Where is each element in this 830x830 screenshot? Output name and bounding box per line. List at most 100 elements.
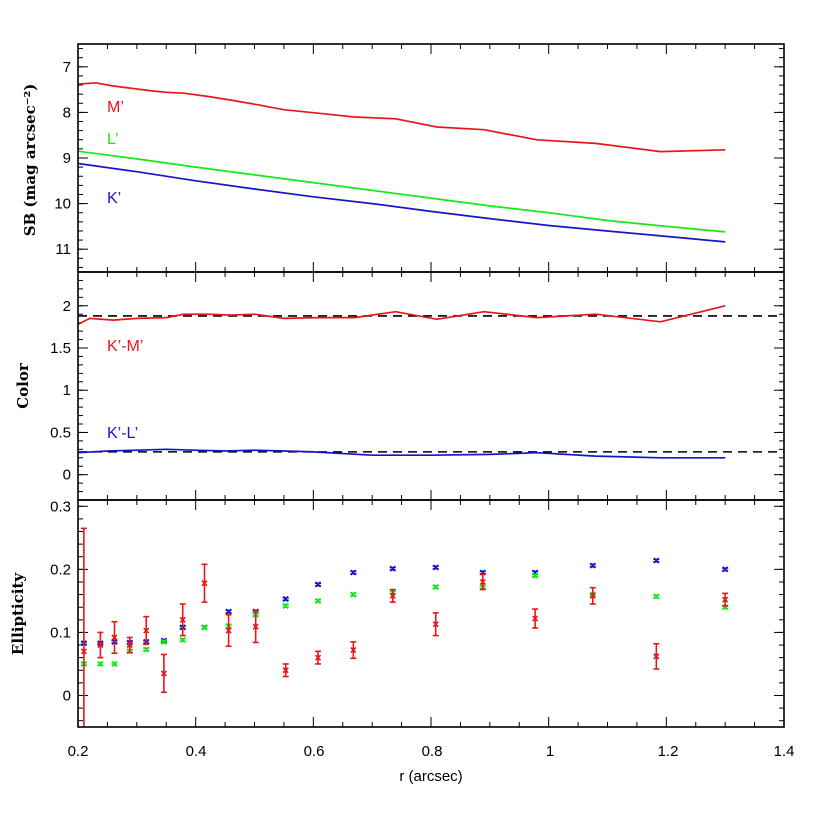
- ellipticity-point: [389, 588, 396, 603]
- ellipticity-point: [225, 608, 232, 615]
- data-point-marker: [143, 646, 150, 653]
- data-point-marker: [432, 583, 439, 591]
- x-tick-label: 1: [546, 743, 554, 760]
- series-line: [78, 81, 726, 153]
- ellipticity-point: [201, 624, 208, 631]
- data-point-marker: [653, 593, 660, 600]
- data-point-marker: [111, 660, 118, 668]
- ellipticity-point: [111, 620, 118, 655]
- panel-frame: [77, 271, 785, 501]
- ellipticity-point: [160, 653, 167, 694]
- data-point-marker: [225, 608, 232, 615]
- data-point-marker: [252, 623, 259, 630]
- data-point-marker: [389, 592, 396, 599]
- data-point-marker: [97, 660, 104, 668]
- data-point-marker: [179, 636, 186, 644]
- series-label-m: M’: [107, 99, 124, 116]
- data-point-marker: [589, 562, 596, 569]
- ellipticity-point: [314, 597, 322, 604]
- data-point-marker: [479, 578, 486, 586]
- data-point-marker: [532, 615, 539, 622]
- data-point-marker: [653, 557, 660, 564]
- ellipticity-point: [143, 615, 150, 646]
- data-point-marker: [532, 572, 539, 579]
- ellipticity-point: [282, 602, 289, 609]
- y-tick-label: 8: [63, 104, 71, 121]
- ellipticity-point: [479, 573, 486, 591]
- series-label-l: L’: [107, 131, 119, 148]
- ellipticity-point: [722, 566, 729, 573]
- ellipticity-point: [350, 569, 357, 576]
- ellipticity-point: [160, 638, 167, 645]
- y-tick-label: 0: [63, 467, 71, 484]
- ellipticity-point: [653, 642, 660, 670]
- series-line: [78, 162, 726, 243]
- series-label-k: K’: [107, 190, 121, 207]
- ellipticity-point: [97, 631, 104, 659]
- y-axis-title-ellipticity: Ellipticity: [9, 572, 27, 655]
- ellipticity-point: [532, 608, 539, 629]
- panel-surface-brightness: 7 8 9 10 11: [54, 43, 785, 273]
- data-point-marker: [225, 627, 232, 634]
- data-point-marker: [282, 595, 289, 603]
- x-tick-label: 0.4: [186, 743, 207, 760]
- ellipticity-point: [432, 564, 439, 571]
- data-point-marker: [282, 602, 289, 609]
- ellipticity-point: [80, 527, 87, 727]
- ellipticity-point: [389, 565, 396, 572]
- series-line: [78, 150, 726, 233]
- ellipticity-point: [179, 636, 186, 644]
- panel-frame: [77, 499, 785, 728]
- data-point-marker: [179, 616, 186, 623]
- ellipticity-point: [97, 660, 104, 668]
- y-axis-title-color: Color: [14, 362, 32, 409]
- data-point-marker: [589, 592, 596, 599]
- ellipticity-point: [350, 641, 357, 660]
- data-point-marker: [126, 641, 133, 649]
- data-point-marker: [201, 624, 208, 631]
- y-tick-label: 10: [54, 196, 71, 213]
- ellipticity-point: [201, 563, 208, 603]
- y-tick-label: 9: [63, 150, 71, 167]
- data-point-marker: [314, 581, 322, 588]
- x-tick-label: 0.6: [304, 743, 325, 760]
- x-tick-label: 1.2: [658, 743, 679, 760]
- data-point-marker: [143, 627, 150, 634]
- y-tick-label: 11: [55, 241, 71, 258]
- ellipticity-point: [225, 613, 232, 648]
- data-point-marker: [111, 634, 118, 641]
- data-point-marker: [653, 653, 660, 660]
- data-point-marker: [314, 654, 322, 661]
- data-point-marker: [314, 597, 322, 604]
- data-layer: [78, 304, 784, 459]
- ellipticity-point: [282, 595, 289, 603]
- ellipticity-point: [589, 562, 596, 569]
- y-tick-label: 7: [63, 59, 71, 76]
- panel-color: 0 0.5 1 1.5 2: [50, 271, 785, 501]
- data-point-marker: [97, 641, 104, 649]
- x-tick-label: 1.4: [774, 743, 795, 760]
- ellipticity-point: [179, 603, 186, 637]
- ellipticity-point: [432, 612, 439, 637]
- ellipticity-point: [722, 592, 729, 607]
- data-point-marker: [432, 621, 439, 628]
- ellipticity-point: [282, 663, 289, 678]
- series-label-k-m: K’-M’: [107, 338, 143, 355]
- ellipticity-point: [432, 583, 439, 591]
- series-line: [78, 448, 726, 459]
- series-line: [78, 304, 726, 326]
- ellipticity-point: [126, 636, 133, 654]
- data-point-marker: [350, 591, 357, 598]
- y-tick-label: 1.5: [50, 340, 71, 357]
- y-tick-label: 2: [63, 298, 71, 315]
- data-point-marker: [389, 565, 396, 572]
- y-axis-title-sb: SB (mag arcsec⁻²): [21, 84, 39, 237]
- ellipticity-point: [653, 557, 660, 564]
- series-label-k-l: K’-L’: [107, 425, 138, 442]
- data-point-marker: [282, 667, 289, 674]
- ellipticity-point: [111, 660, 118, 668]
- y-tick-label: 0.3: [50, 498, 71, 515]
- data-layer: [80, 527, 729, 727]
- y-tick-label: 1: [63, 382, 71, 399]
